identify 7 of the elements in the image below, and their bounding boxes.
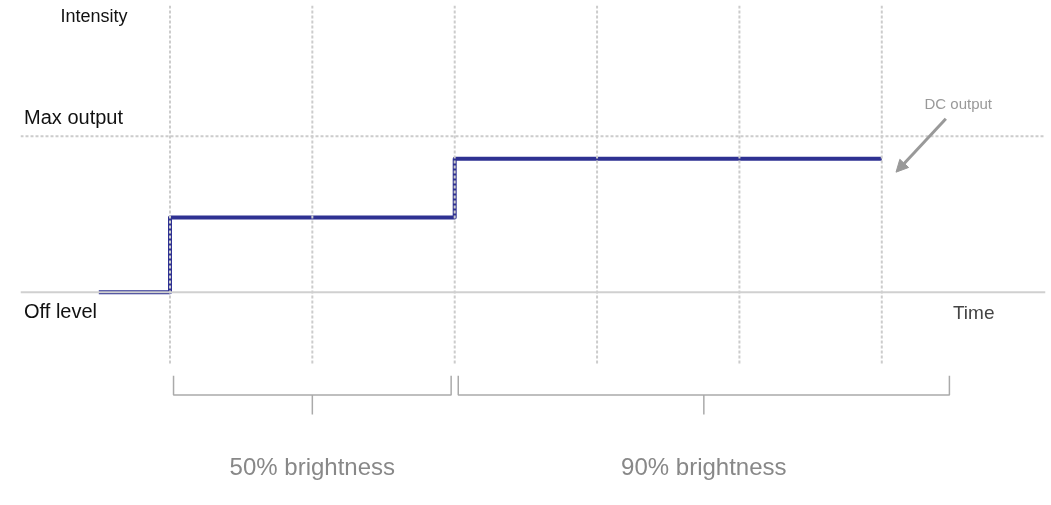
x-axis-title: Time — [952, 302, 995, 324]
ref-line-label: Max output — [24, 106, 124, 129]
text: DC output — [924, 95, 993, 113]
text: 90% brightness — [621, 453, 787, 480]
text: Intensity — [60, 5, 128, 26]
ref-line-label: Off level — [24, 300, 98, 323]
text: 50% brightness — [229, 453, 396, 480]
